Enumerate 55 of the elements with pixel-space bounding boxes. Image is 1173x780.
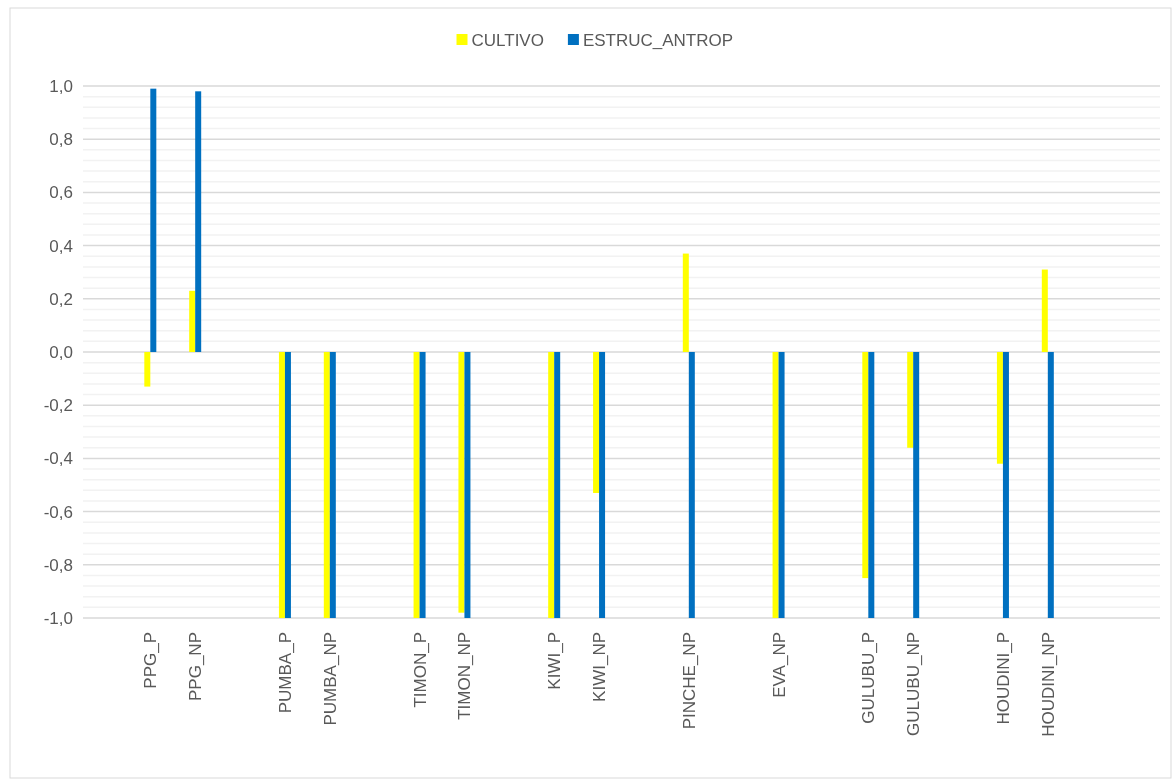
bar	[150, 88, 157, 352]
y-tick-label: -0,6	[43, 502, 73, 522]
y-tick-label: 0,0	[49, 342, 73, 362]
x-tick-label: EVA_NP	[769, 632, 789, 698]
y-tick-label: -0,4	[43, 449, 73, 469]
y-tick-label: -0,8	[43, 555, 73, 575]
bar	[593, 352, 600, 493]
bar	[284, 352, 291, 618]
x-tick-label: KIWI_P	[545, 632, 565, 690]
bar	[688, 352, 695, 618]
bar	[778, 352, 785, 618]
y-tick-label: 0,6	[49, 183, 73, 203]
x-tick-label: PPG_NP	[186, 632, 206, 701]
x-tick-label: TIMON_NP	[455, 632, 475, 720]
bar	[278, 352, 285, 618]
y-tick-label: 0,4	[49, 236, 73, 256]
bar	[458, 352, 465, 613]
bar	[868, 352, 875, 618]
bar	[772, 352, 779, 618]
x-tick-label: PPG_P	[141, 632, 161, 689]
bar	[554, 352, 561, 618]
x-tick-label: TIMON_P	[410, 632, 430, 708]
x-tick-label: GULUBU_P	[859, 632, 879, 724]
bar	[419, 352, 426, 618]
x-tick-label: PUMBA_P	[275, 632, 295, 714]
x-tick-label: HOUDINI_NP	[1038, 632, 1058, 737]
bar	[682, 253, 689, 352]
bar	[996, 352, 1003, 464]
bar	[862, 352, 869, 579]
bar	[195, 91, 202, 352]
y-tick-label: 0,8	[49, 130, 73, 150]
bar	[413, 352, 420, 618]
bar	[323, 352, 330, 618]
bar	[1002, 352, 1009, 618]
legend-label: CULTIVO	[471, 30, 544, 50]
bar	[144, 352, 151, 387]
bar	[599, 352, 606, 618]
x-tick-label: GULUBU_NP	[904, 632, 924, 736]
bar	[1041, 269, 1048, 352]
x-tick-label: PINCHE_NP	[679, 632, 699, 730]
legend-label: ESTRUC_ANTROP	[582, 30, 734, 50]
bar	[907, 352, 914, 448]
y-tick-label: 1,0	[49, 76, 73, 96]
x-tick-label: KIWI_NP	[590, 632, 610, 702]
bar	[1047, 352, 1054, 618]
bar	[913, 352, 920, 618]
bar	[548, 352, 555, 618]
bar	[189, 290, 196, 352]
x-tick-label: PUMBA_NP	[320, 632, 340, 726]
y-tick-label: 0,2	[49, 289, 73, 309]
x-tick-label: HOUDINI_P	[993, 632, 1013, 725]
y-tick-label: -0,2	[43, 396, 73, 416]
bar	[464, 352, 471, 618]
bar	[329, 352, 336, 618]
y-tick-label: -1,0	[43, 608, 73, 628]
